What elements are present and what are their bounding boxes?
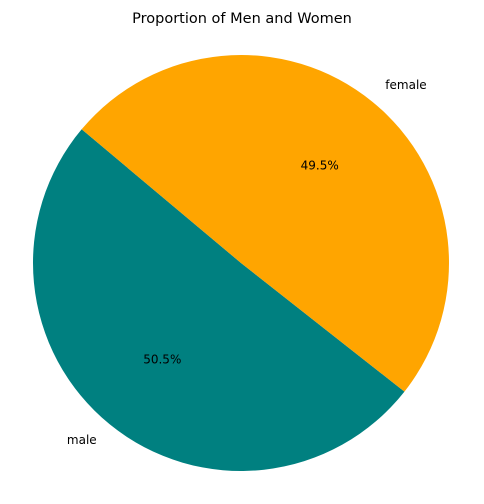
pie-slices [32,55,449,472]
percent-label-female: 49.5% [301,159,339,173]
pie-labels: male 50.5% female 49.5% [67,78,427,447]
pie-slice-female [81,55,449,392]
percent-label-male: 50.5% [143,352,181,366]
slice-label-male: male [67,433,97,447]
pie-slice-male [32,129,405,472]
slice-label-female: female [385,78,426,92]
chart-title: Proportion of Men and Women [132,11,352,27]
